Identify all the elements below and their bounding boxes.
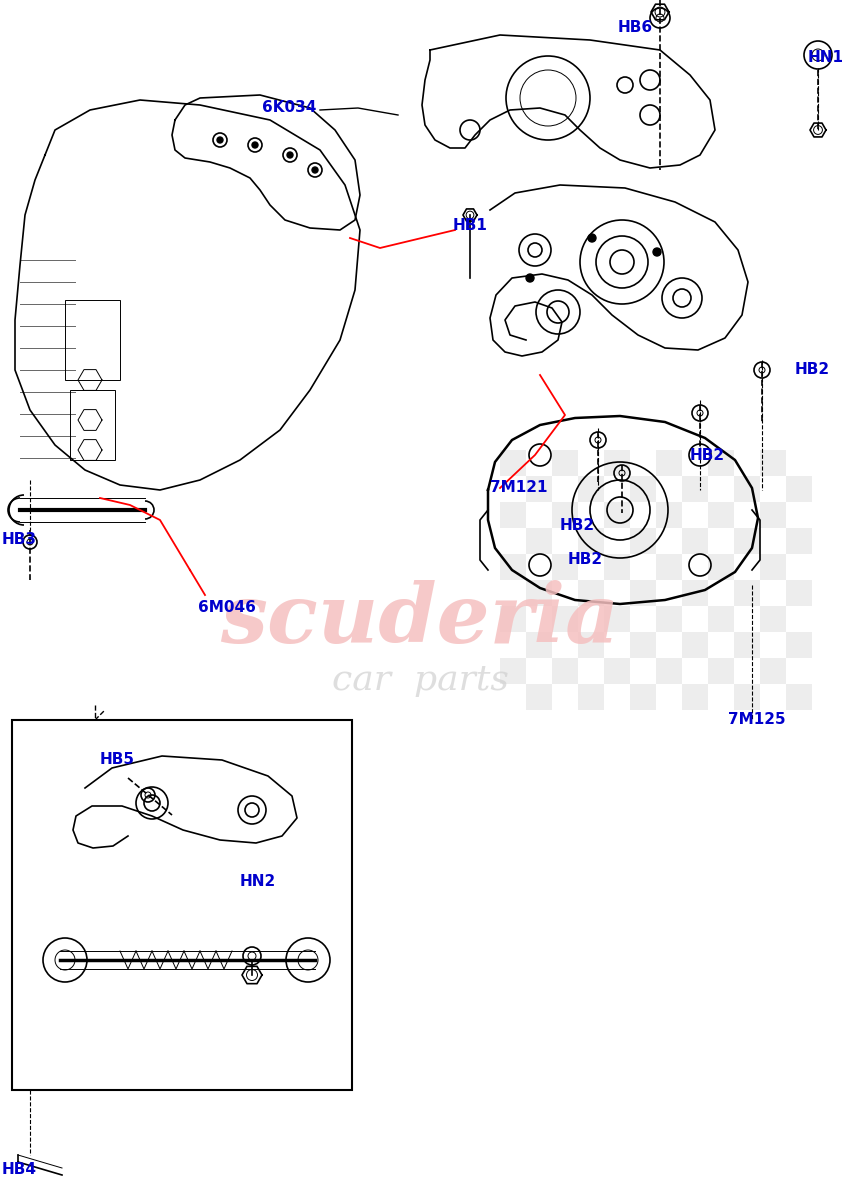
Bar [708,502,734,528]
Bar [708,554,734,580]
Bar [604,450,630,476]
Text: HB1: HB1 [453,217,488,233]
Bar [552,502,578,528]
Bar [682,684,708,710]
Bar [786,580,812,606]
Bar [552,606,578,632]
Text: car  parts: car parts [331,662,509,697]
Bar [760,450,786,476]
Bar [786,632,812,658]
Bar [734,632,760,658]
Text: HB2: HB2 [690,448,725,462]
Bar [526,476,552,502]
Bar [65,300,120,380]
Bar [656,450,682,476]
Bar [526,632,552,658]
Bar [734,476,760,502]
Bar [656,554,682,580]
Bar [708,658,734,684]
Bar [786,684,812,710]
Bar [682,476,708,502]
Circle shape [653,248,661,256]
Bar [656,502,682,528]
Bar [630,632,656,658]
Circle shape [588,234,596,242]
Text: HB6: HB6 [618,20,653,36]
Bar [578,580,604,606]
Bar [12,720,352,1090]
Bar [578,684,604,710]
Bar [552,658,578,684]
Bar [760,502,786,528]
Bar [604,658,630,684]
Bar [630,528,656,554]
Bar [734,684,760,710]
Text: HB2: HB2 [560,517,595,533]
Bar [552,554,578,580]
Bar [500,502,526,528]
Text: HB3: HB3 [2,533,37,547]
Circle shape [287,152,293,158]
Bar [760,658,786,684]
Bar [656,606,682,632]
Bar [526,580,552,606]
Bar [786,476,812,502]
Bar [630,476,656,502]
Text: 6K034: 6K034 [262,101,317,115]
Bar [578,476,604,502]
Bar [630,684,656,710]
Text: HB4: HB4 [2,1163,37,1177]
Bar [734,580,760,606]
Bar [786,528,812,554]
Bar [604,502,630,528]
Bar [526,528,552,554]
Bar [500,606,526,632]
Text: 7M121: 7M121 [490,480,547,496]
Bar [500,450,526,476]
Bar [760,554,786,580]
Bar [604,554,630,580]
Text: HN2: HN2 [240,875,276,889]
Text: 7M125: 7M125 [728,713,786,727]
Bar [630,580,656,606]
Bar [526,684,552,710]
Bar [656,658,682,684]
Text: HB2: HB2 [568,552,603,568]
Text: 6M046: 6M046 [198,600,256,616]
Bar [682,632,708,658]
Bar [500,554,526,580]
Bar [708,606,734,632]
Text: HB5: HB5 [100,752,135,768]
Circle shape [217,137,223,143]
Text: HB2: HB2 [795,362,831,378]
Circle shape [252,142,258,148]
Text: HN1: HN1 [808,50,844,66]
Text: scuderia: scuderia [221,580,619,660]
Bar [760,606,786,632]
Bar [578,632,604,658]
Bar [682,580,708,606]
Bar [552,450,578,476]
Bar [70,390,115,460]
Bar [682,528,708,554]
Bar [500,658,526,684]
Circle shape [312,167,318,173]
Bar [734,528,760,554]
Bar [708,450,734,476]
Bar [578,528,604,554]
Circle shape [526,274,534,282]
Bar [604,606,630,632]
